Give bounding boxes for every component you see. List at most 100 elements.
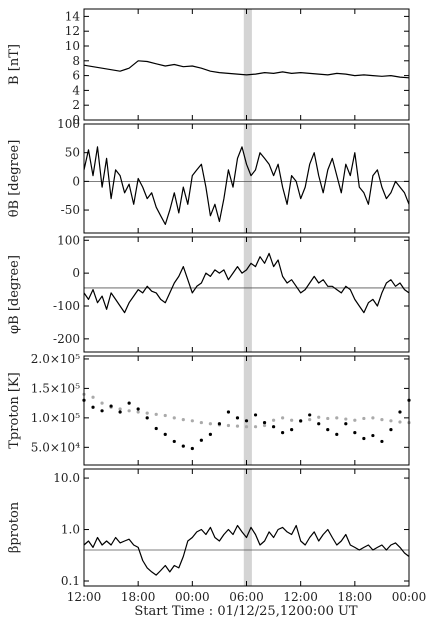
x-tick-label: 00:00 xyxy=(175,590,210,604)
data-point-temp-0 xyxy=(235,424,240,428)
y-tick-label: 0 xyxy=(72,113,80,127)
data-point-temp-0 xyxy=(127,409,131,413)
data-point-temp-0 xyxy=(335,416,339,420)
panel-phi: -200 -100 0 100 φB [degree] xyxy=(7,233,410,353)
highlight-band xyxy=(243,124,252,233)
data-point-temp-0 xyxy=(91,395,95,399)
x-tick-label: 12:00 xyxy=(67,590,102,604)
data-point-temp-1 xyxy=(118,410,122,414)
highlight-band xyxy=(243,469,252,586)
y-tick-label: 1.0×10⁵ xyxy=(31,411,80,425)
data-point-temp-1 xyxy=(190,446,194,451)
data-point-temp-1 xyxy=(389,428,393,432)
y-tick-label: 8 xyxy=(72,54,80,68)
data-point-temp-0 xyxy=(371,416,375,420)
y-tick-label: 12 xyxy=(65,24,80,38)
y-tick-label: 50 xyxy=(65,146,80,160)
data-point-temp-1 xyxy=(136,407,140,411)
y-axis-label: βproton xyxy=(7,501,22,553)
y-axis-label: Tproton [K] xyxy=(7,372,22,448)
y-tick-label: -50 xyxy=(61,203,80,217)
data-point-temp-1 xyxy=(235,416,240,420)
data-point-temp-0 xyxy=(362,416,366,421)
data-point-temp-0 xyxy=(181,418,185,422)
data-point-temp-0 xyxy=(271,418,276,422)
data-point-temp-1 xyxy=(353,430,357,435)
data-point-temp-1 xyxy=(271,425,276,429)
data-point-temp-1 xyxy=(335,432,339,436)
highlight-band xyxy=(243,9,252,120)
data-point-temp-1 xyxy=(398,410,402,414)
y-tick-label: 2.0×10⁵ xyxy=(31,352,80,366)
y-axis-label: B [nT] xyxy=(7,44,22,85)
data-point-temp-1 xyxy=(299,419,303,423)
highlight-band xyxy=(243,237,252,352)
highlight-band xyxy=(243,356,252,465)
panel-beta: 0.1 1.0 10.0 βproton xyxy=(7,468,410,588)
data-point-temp-1 xyxy=(199,438,203,442)
panel-theta: -50 0 50 100 θB [degree] xyxy=(7,117,410,234)
y-tick-label: -100 xyxy=(53,299,80,313)
y-tick-label: 6 xyxy=(72,69,80,83)
series-line-theta xyxy=(83,146,410,225)
data-point-temp-1 xyxy=(326,428,330,432)
data-point-temp-0 xyxy=(326,416,330,421)
data-point-temp-0 xyxy=(118,407,122,411)
data-point-temp-0 xyxy=(208,422,212,426)
data-point-temp-1 xyxy=(145,416,149,420)
data-point-temp-1 xyxy=(109,404,113,408)
data-point-temp-1 xyxy=(217,422,222,426)
data-point-temp-0 xyxy=(380,418,384,422)
data-point-temp-0 xyxy=(136,410,140,414)
data-point-temp-0 xyxy=(290,418,294,422)
y-tick-label: 0 xyxy=(72,266,80,280)
data-point-temp-1 xyxy=(181,444,185,448)
y-tick-label: 1.0 xyxy=(61,523,80,537)
data-point-temp-0 xyxy=(308,418,312,422)
data-point-temp-0 xyxy=(163,413,167,418)
y-tick-label: 2 xyxy=(72,98,80,112)
series-line-b xyxy=(83,60,410,79)
y-tick-label: 10 xyxy=(65,39,80,53)
y-tick-label: 100 xyxy=(57,233,80,247)
series-line-phi xyxy=(83,252,410,314)
x-tick-label: 00:00 xyxy=(392,590,427,604)
data-point-temp-1 xyxy=(253,413,258,417)
data-point-temp-1 xyxy=(226,410,231,414)
data-point-temp-1 xyxy=(344,422,348,426)
data-point-temp-0 xyxy=(244,425,249,429)
data-point-temp-0 xyxy=(389,419,393,423)
data-point-temp-1 xyxy=(371,433,375,438)
data-point-temp-0 xyxy=(398,420,402,424)
data-point-temp-1 xyxy=(281,430,285,435)
data-point-temp-0 xyxy=(353,418,357,422)
y-tick-label: 1.5×10⁵ xyxy=(31,381,80,395)
y-axis-label: φB [degree] xyxy=(7,255,22,334)
data-point-temp-0 xyxy=(145,411,149,415)
x-tick-label: 18:00 xyxy=(338,590,373,604)
data-point-temp-1 xyxy=(172,439,176,444)
y-tick-label: -200 xyxy=(53,332,80,346)
data-point-temp-1 xyxy=(308,413,312,417)
data-point-temp-0 xyxy=(317,415,321,419)
data-point-temp-1 xyxy=(154,426,158,431)
data-point-temp-1 xyxy=(100,409,104,413)
data-point-temp-0 xyxy=(344,417,348,421)
y-tick-label: 5.0×10⁴ xyxy=(31,440,80,454)
data-point-temp-0 xyxy=(172,416,176,420)
y-tick-label: 4 xyxy=(72,83,80,97)
data-point-temp-1 xyxy=(208,432,212,436)
x-tick-label: 18:00 xyxy=(121,590,156,604)
series-line-beta xyxy=(83,524,410,576)
data-point-temp-0 xyxy=(253,425,258,429)
data-point-temp-0 xyxy=(190,419,194,423)
y-tick-label: 0 xyxy=(72,174,80,188)
y-tick-label: 14 xyxy=(65,9,81,23)
y-tick-label: 0.1 xyxy=(61,574,80,588)
data-point-temp-0 xyxy=(262,423,267,428)
start-time-label: Start Time : 01/12/25,1200:00 UT xyxy=(134,604,358,619)
data-point-temp-1 xyxy=(380,439,384,444)
